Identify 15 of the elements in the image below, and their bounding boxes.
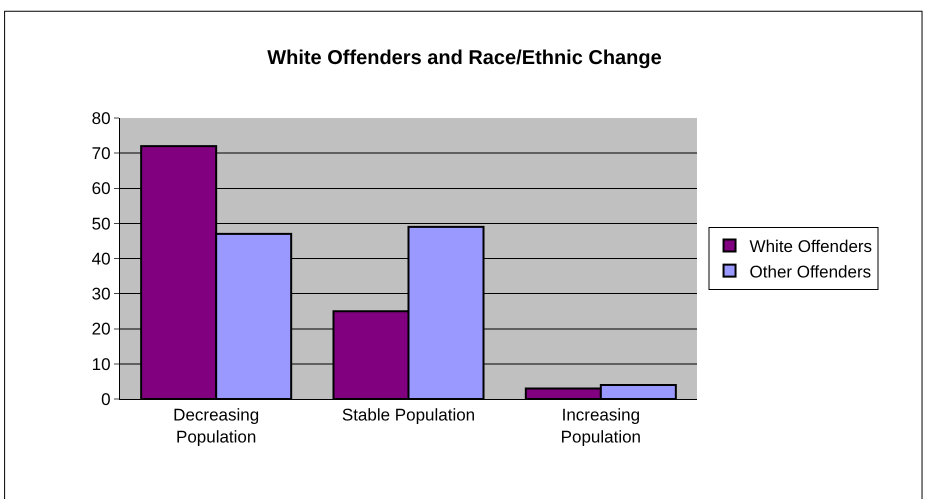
y-tick-label: 80 bbox=[92, 108, 111, 128]
x-tick-label: Decreasing Population bbox=[173, 405, 260, 446]
chart-title: White Offenders and Race/Ethnic Change bbox=[267, 46, 662, 69]
x-tick-label: Stable Population bbox=[342, 405, 476, 424]
x-tick-label: Increasing Population bbox=[560, 405, 641, 446]
y-tick-label: 20 bbox=[92, 320, 111, 339]
y-tick-label: 30 bbox=[92, 284, 111, 304]
legend-label: White Offenders bbox=[750, 237, 872, 256]
y-tick-label: 50 bbox=[92, 214, 111, 234]
y-tick-label: 60 bbox=[92, 179, 111, 198]
y-tick-label: 0 bbox=[101, 390, 111, 409]
y-tick-label: 70 bbox=[92, 144, 111, 164]
legend-label: Other Offenders bbox=[750, 262, 872, 282]
y-tick-label: 40 bbox=[92, 249, 111, 268]
y-tick-label: 10 bbox=[92, 354, 111, 374]
